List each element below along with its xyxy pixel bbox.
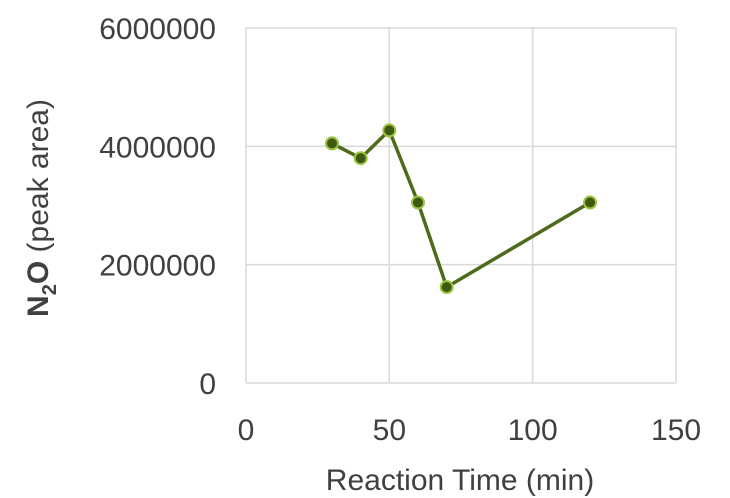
data-point bbox=[411, 195, 425, 210]
data-point bbox=[325, 136, 339, 151]
x-axis-title: Reaction Time (min) bbox=[326, 464, 594, 497]
data-point bbox=[382, 123, 397, 138]
data-point bbox=[583, 195, 597, 210]
tick-labels: 0 50 100 150 0 2000000 4000000 6000000 bbox=[99, 13, 701, 447]
y-axis-title-subscript: 2 bbox=[39, 284, 61, 295]
y-tick-label: 4000000 bbox=[99, 131, 216, 164]
series-line bbox=[331, 128, 591, 289]
y-axis-title-rest: (peak area) bbox=[22, 99, 55, 261]
data-point bbox=[353, 151, 368, 166]
data-points bbox=[325, 123, 597, 295]
y-axis-title: N2O (peak area) bbox=[22, 99, 61, 317]
x-tick-label: 150 bbox=[651, 414, 701, 447]
data-point bbox=[439, 280, 454, 295]
y-tick-label: 2000000 bbox=[99, 250, 216, 283]
y-tick-label: 0 bbox=[199, 368, 216, 401]
x-tick-label: 0 bbox=[238, 414, 255, 447]
y-tick-label: 6000000 bbox=[99, 13, 216, 46]
y-axis-title-tail: O bbox=[22, 261, 55, 284]
x-tick-label: 100 bbox=[508, 414, 558, 447]
grid-lines bbox=[245, 27, 677, 384]
y-axis-title-main: N bbox=[22, 295, 55, 317]
x-tick-label: 50 bbox=[373, 414, 406, 447]
